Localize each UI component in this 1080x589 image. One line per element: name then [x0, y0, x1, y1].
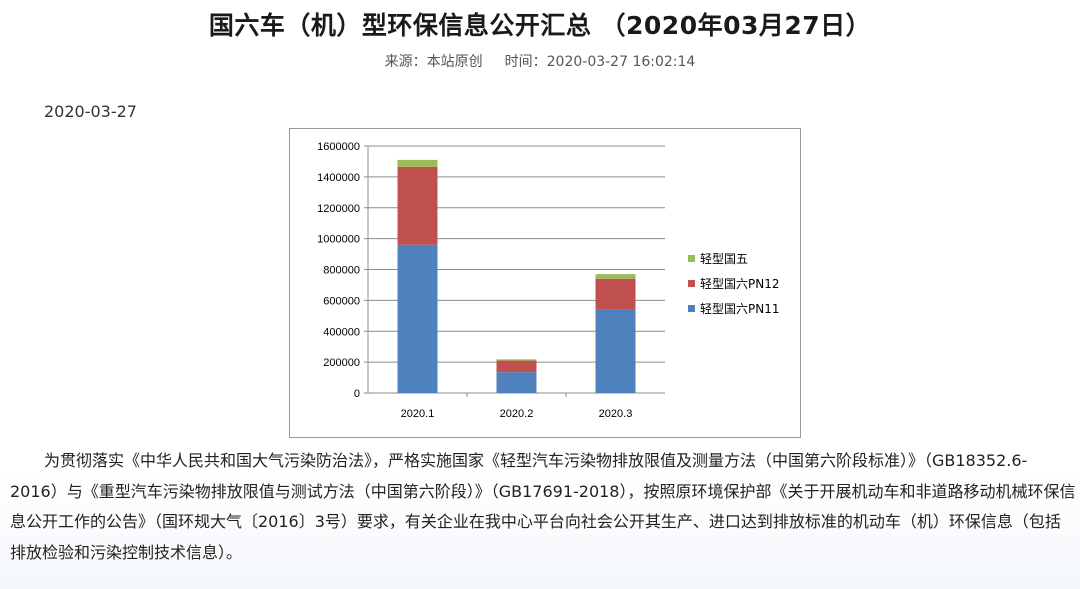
bar-segment [397, 159, 438, 167]
y-tick-label: 0 [354, 388, 360, 400]
y-tick-label: 800000 [323, 265, 360, 277]
y-tick-label: 1000000 [317, 234, 360, 246]
article-source: 来源：本站原创 [384, 54, 483, 70]
y-tick-label: 600000 [323, 295, 360, 307]
bar-segment [595, 309, 636, 393]
bar-segment [595, 278, 636, 310]
x-tick-label: 2020.2 [500, 408, 534, 420]
y-tick-label: 400000 [323, 326, 360, 338]
article-time: 时间：2020-03-27 16:02:14 [504, 54, 696, 70]
legend-swatch [688, 255, 695, 262]
y-tick-label: 1200000 [317, 203, 360, 215]
y-tick-label: 1600000 [317, 141, 360, 153]
bar-segment [595, 274, 636, 279]
legend-swatch [688, 305, 695, 312]
x-tick-label: 2020.1 [401, 408, 435, 420]
article-body: 为贯彻落实《中华人民共和国大气污染防治法》，严格实施国家《轻型汽车污染物排放限值… [10, 446, 1076, 568]
page-title: 国六车（机）型环保信息公开汇总 （2020年03月27日） [208, 11, 872, 40]
x-tick-label: 2020.3 [599, 408, 633, 420]
stacked-bar-chart: 0 200000 400000 600000 800000 1000000 1200000 1… [289, 128, 801, 438]
legend-label: 轻型国六PN11 [700, 302, 779, 316]
bar-segment [397, 244, 438, 393]
y-tick-label: 1400000 [317, 172, 360, 184]
legend-label: 轻型国六PN12 [700, 277, 779, 291]
bar-segment [397, 166, 438, 245]
bar-segment [496, 360, 537, 373]
article-paragraph: 为贯彻落实《中华人民共和国大气污染防治法》，严格实施国家《轻型汽车污染物排放限值… [10, 451, 1076, 562]
article-meta: 来源：本站原创 时间：2020-03-27 16:02:14 [0, 51, 1080, 71]
legend-swatch [688, 280, 695, 287]
legend-label: 轻型国五 [700, 252, 748, 266]
y-tick-label: 200000 [323, 357, 360, 369]
article-date: 2020-03-27 [44, 102, 137, 121]
bar-segment [496, 359, 537, 361]
bar-segment [496, 372, 537, 393]
